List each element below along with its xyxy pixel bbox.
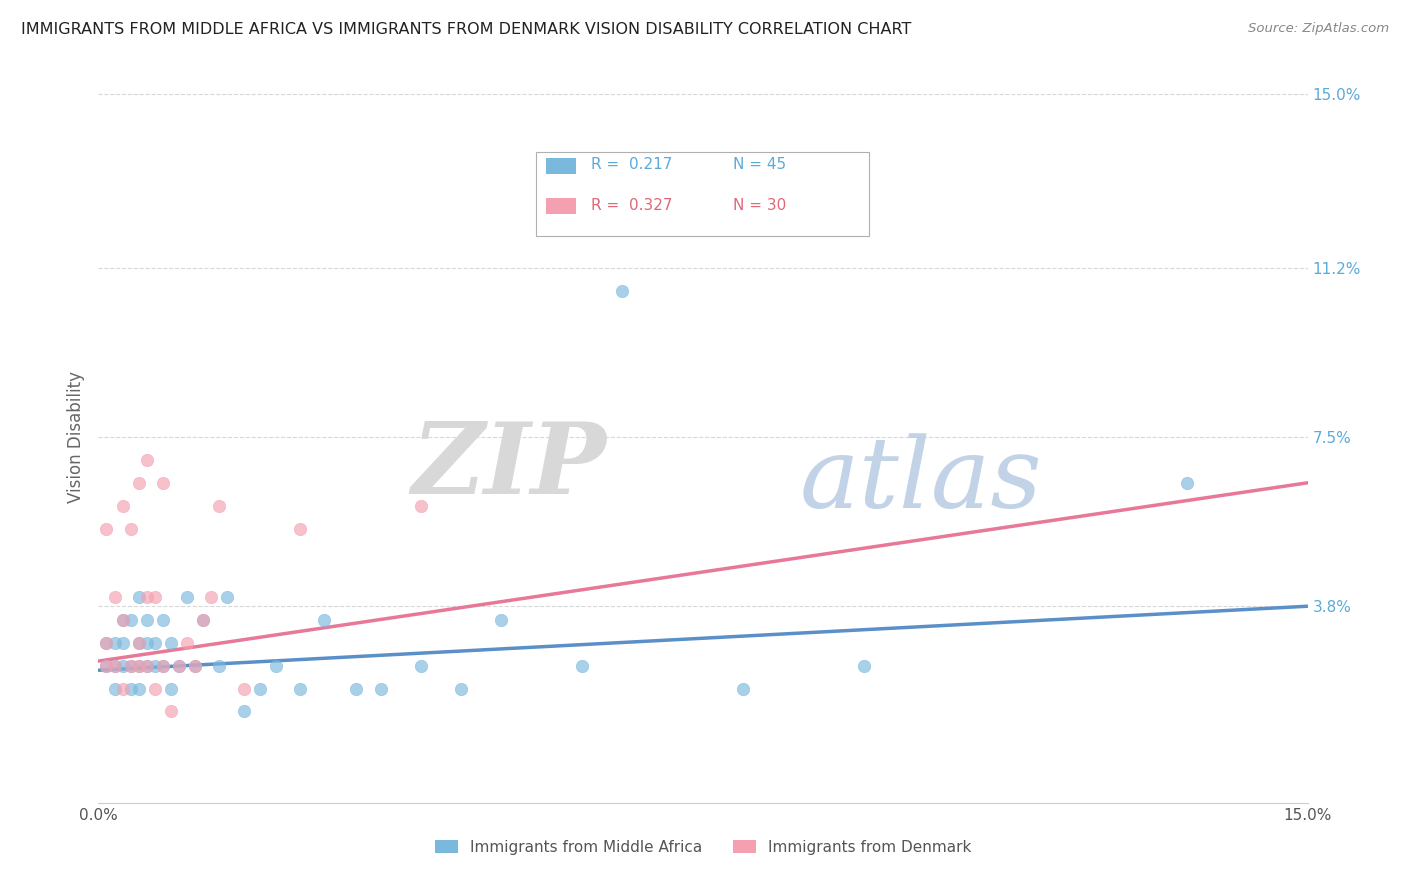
Point	[200, 590, 222, 604]
Point	[103, 590, 125, 604]
Text: IMMIGRANTS FROM MIDDLE AFRICA VS IMMIGRANTS FROM DENMARK VISION DISABILITY CORRE: IMMIGRANTS FROM MIDDLE AFRICA VS IMMIGRA…	[21, 22, 911, 37]
Point	[111, 613, 134, 627]
Point	[152, 658, 174, 673]
Point	[184, 658, 207, 673]
Point	[135, 636, 157, 650]
Point	[733, 681, 755, 696]
Point	[409, 658, 432, 673]
Bar	[546, 158, 576, 174]
Text: R =  0.217: R = 0.217	[591, 158, 672, 172]
Point	[152, 658, 174, 673]
Point	[152, 613, 174, 627]
Point	[1175, 475, 1198, 490]
Point	[120, 521, 142, 535]
Point	[152, 475, 174, 490]
Text: R =  0.327: R = 0.327	[591, 198, 672, 213]
Point	[176, 590, 198, 604]
Point	[612, 284, 634, 298]
Point	[103, 636, 125, 650]
Point	[96, 636, 118, 650]
Point	[120, 613, 142, 627]
Point	[160, 636, 183, 650]
Point	[103, 658, 125, 673]
Point	[111, 658, 134, 673]
Point	[128, 658, 150, 673]
Point	[491, 613, 513, 627]
Point	[128, 636, 150, 650]
Point	[143, 681, 166, 696]
Point	[217, 590, 239, 604]
Point	[96, 521, 118, 535]
Point	[135, 658, 157, 673]
Point	[193, 613, 215, 627]
Point	[853, 658, 876, 673]
Point	[135, 590, 157, 604]
Point	[120, 658, 142, 673]
Text: Source: ZipAtlas.com: Source: ZipAtlas.com	[1249, 22, 1389, 36]
Point	[288, 681, 311, 696]
Point	[176, 636, 198, 650]
FancyBboxPatch shape	[536, 152, 869, 235]
Point	[135, 658, 157, 673]
Point	[264, 658, 287, 673]
Point	[288, 521, 311, 535]
Text: ZIP: ZIP	[412, 418, 606, 515]
Point	[450, 681, 472, 696]
Y-axis label: Vision Disability: Vision Disability	[66, 371, 84, 503]
Bar	[546, 198, 576, 214]
Point	[232, 705, 254, 719]
Point	[208, 499, 231, 513]
Point	[344, 681, 367, 696]
Point	[167, 658, 190, 673]
Point	[143, 590, 166, 604]
Legend: Immigrants from Middle Africa, Immigrants from Denmark: Immigrants from Middle Africa, Immigrant…	[429, 834, 977, 861]
Point	[143, 658, 166, 673]
Text: atlas: atlas	[800, 434, 1042, 529]
Point	[208, 658, 231, 673]
Text: N = 30: N = 30	[734, 198, 786, 213]
Point	[160, 681, 183, 696]
Point	[96, 636, 118, 650]
Point	[193, 613, 215, 627]
Point	[160, 705, 183, 719]
Point	[120, 658, 142, 673]
Point	[314, 613, 336, 627]
Point	[135, 453, 157, 467]
Point	[128, 636, 150, 650]
Point	[184, 658, 207, 673]
Point	[143, 636, 166, 650]
Point	[96, 658, 118, 673]
Point	[96, 658, 118, 673]
Point	[111, 636, 134, 650]
Point	[128, 590, 150, 604]
Point	[103, 658, 125, 673]
Point	[249, 681, 271, 696]
Point	[111, 681, 134, 696]
Point	[128, 658, 150, 673]
Point	[167, 658, 190, 673]
Text: N = 45: N = 45	[734, 158, 786, 172]
Point	[135, 613, 157, 627]
Point	[370, 681, 392, 696]
Point	[103, 681, 125, 696]
Point	[571, 658, 593, 673]
Point	[409, 499, 432, 513]
Point	[111, 499, 134, 513]
Point	[128, 475, 150, 490]
Point	[232, 681, 254, 696]
Point	[128, 681, 150, 696]
Point	[111, 613, 134, 627]
Point	[120, 681, 142, 696]
